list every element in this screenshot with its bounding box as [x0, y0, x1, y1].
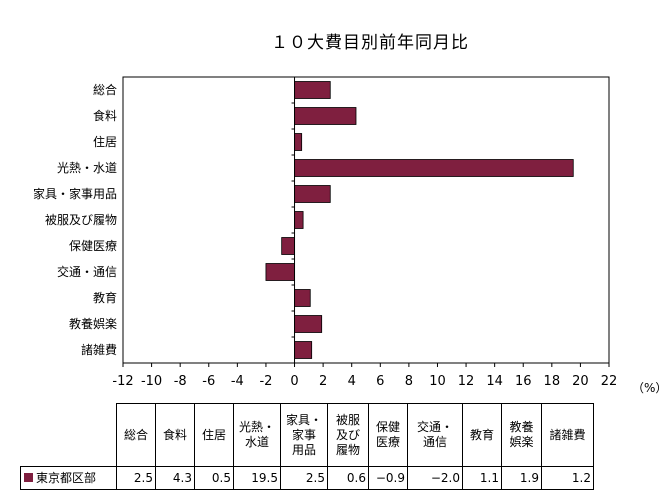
x-tick-label: 18 [544, 374, 561, 389]
x-tick-label: -12 [112, 374, 133, 389]
series-row-label: 東京都区部 [36, 470, 97, 485]
table-cell: 0.6 [327, 466, 369, 490]
bar-9 [294, 315, 323, 333]
plot-area [122, 76, 610, 364]
table-cell: 2.5 [116, 466, 156, 490]
table-cell: 2.5 [280, 466, 328, 490]
x-tick-label: 16 [515, 374, 532, 389]
bar-5 [294, 211, 304, 229]
bar-6 [281, 237, 295, 255]
category-label: 保健医療 [69, 239, 117, 253]
table-column-header: 交通・ 通信 [407, 403, 463, 467]
x-tick-label: 8 [405, 374, 413, 389]
table-cell: 19.5 [233, 466, 281, 490]
table-column-header: 食料 [155, 403, 195, 467]
table-column-header: 保健 医療 [368, 403, 408, 467]
table-column-header: 被服 及び 履物 [327, 403, 369, 467]
x-tick-label: 0 [290, 374, 298, 389]
table-header-row: 総合 食料 住居 光熱・ 水道 家具・ 家事 用品 被服 及び 履物 保健 医療 交通・ 通信… [20, 403, 594, 467]
table-column-header: 総合 [116, 403, 156, 467]
table-cell: −0.9 [368, 466, 408, 490]
x-tick-label: 12 [458, 374, 475, 389]
table-cell: 1.9 [501, 466, 542, 490]
bar-1 [294, 107, 357, 125]
category-label: 諸雑費 [81, 342, 117, 357]
table-column-header: 住居 [194, 403, 234, 467]
data-table: 総合 食料 住居 光熱・ 水道 家具・ 家事 用品 被服 及び 履物 保健 医療 交通・ 通信… [20, 403, 594, 490]
x-tick-label: 2 [319, 374, 327, 389]
category-label: 総合 [93, 82, 117, 97]
bar-2 [294, 133, 303, 151]
table-row: 東京都区部 2.5 4.3 0.5 19.5 2.5 0.6 −0.9 −2.0 1.1 1.9 1… [20, 466, 594, 490]
bar-10 [294, 341, 313, 359]
table-cell: −2.0 [407, 466, 463, 490]
bar-4 [294, 185, 331, 203]
table-cell: 1.2 [541, 466, 594, 490]
x-tick-label: -8 [174, 374, 187, 389]
category-label: 交通・通信 [57, 264, 117, 279]
bar-7 [265, 263, 295, 281]
x-tick-label: -4 [231, 374, 244, 389]
x-axis-unit: （%） [632, 381, 667, 395]
table-cell: 1.1 [462, 466, 502, 490]
bar-chart: 総合食料住居光熱・水道家具・家事用品被服及び履物保健医療交通・通信教育教養娯楽諸… [33, 76, 667, 395]
table-cell: 4.3 [155, 466, 195, 490]
table-corner [20, 403, 117, 467]
x-tick-label: -6 [202, 374, 215, 389]
x-tick-label: 4 [348, 374, 356, 389]
category-label: 教養娯楽 [69, 316, 117, 331]
x-tick-label: 10 [429, 374, 446, 389]
bar-3 [294, 159, 574, 177]
x-tick-label: -10 [141, 374, 162, 389]
category-label: 光熱・水道 [57, 161, 117, 175]
bar-0 [294, 81, 331, 99]
category-label: 住居 [93, 135, 117, 149]
table-column-header: 教育 [462, 403, 502, 467]
table-column-header: 教養 娯楽 [501, 403, 542, 467]
chart-title: １０大費目別前年同月比 [271, 33, 469, 53]
x-tick-label: 20 [572, 374, 589, 389]
series-row-header: 東京都区部 [20, 466, 117, 490]
legend-swatch [24, 472, 33, 482]
x-tick-label: 22 [601, 374, 618, 389]
category-label: 教育 [93, 290, 117, 305]
category-label: 被服及び履物 [45, 213, 117, 227]
x-tick-label: 6 [376, 374, 384, 389]
x-tick-label: -2 [259, 374, 272, 389]
table-column-header: 光熱・ 水道 [233, 403, 281, 467]
table-cell: 0.5 [194, 466, 234, 490]
x-tick-label: 14 [486, 374, 503, 389]
category-label: 食料 [93, 108, 117, 123]
bar-8 [294, 289, 311, 307]
category-label: 家具・家事用品 [33, 186, 117, 201]
table-column-header: 家具・ 家事 用品 [280, 403, 328, 467]
table-column-header: 諸雑費 [541, 403, 594, 467]
